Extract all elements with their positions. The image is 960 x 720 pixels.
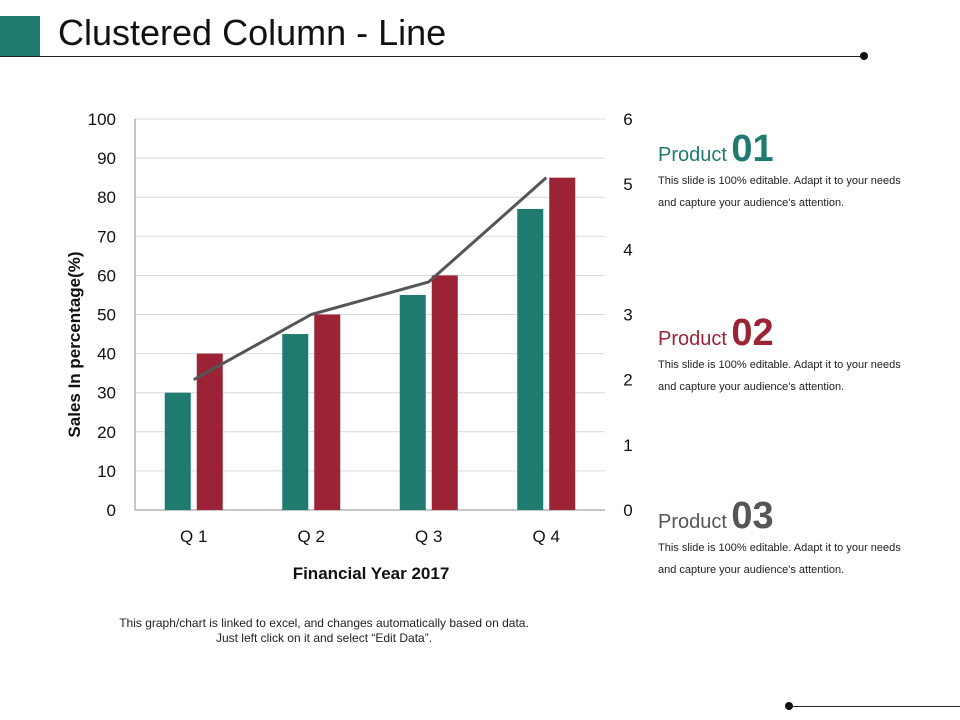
product-01-description: This slide is 100% editable. Adapt it to… xyxy=(658,175,901,209)
title-accent-square xyxy=(0,16,40,56)
bar-2 xyxy=(314,314,341,510)
y2-tick-label: 2 xyxy=(623,371,632,390)
x-tick-label: Q 1 xyxy=(180,527,207,546)
bar-2 xyxy=(196,353,223,510)
bar-1 xyxy=(164,392,191,510)
bar-1 xyxy=(282,334,309,510)
x-tick-label: Q 3 xyxy=(415,527,442,546)
chart-note: This graph/chart is linked to excel, and… xyxy=(60,616,588,646)
y-axis-title: Sales In percentage(%) xyxy=(65,251,84,437)
x-tick-label: Q 4 xyxy=(533,527,560,546)
product-03-block: Product 03 This slide is 100% editable. … xyxy=(658,495,918,581)
product-02-block: Product 02 This slide is 100% editable. … xyxy=(658,312,918,398)
product-01-name: Product xyxy=(658,144,727,166)
y2-tick-label: 5 xyxy=(623,175,632,194)
y-tick-label: 90 xyxy=(97,149,116,168)
chart-note-line-1: This graph/chart is linked to excel, and… xyxy=(119,616,529,630)
y-tick-label: 10 xyxy=(97,462,116,481)
y-tick-label: 30 xyxy=(97,384,116,403)
bar-2 xyxy=(549,177,576,510)
y-tick-label: 40 xyxy=(97,345,116,364)
y-tick-label: 70 xyxy=(97,227,116,246)
bar-1 xyxy=(399,294,426,510)
x-axis-title: Financial Year 2017 xyxy=(293,564,450,583)
chart-note-line-2: Just left click on it and select “Edit D… xyxy=(215,631,433,645)
line-series xyxy=(193,176,548,381)
page-title: Clustered Column - Line xyxy=(58,12,447,53)
bar-2 xyxy=(431,275,458,510)
y-tick-label: 60 xyxy=(97,266,116,285)
product-03-number: 03 xyxy=(731,495,774,537)
y2-tick-label: 1 xyxy=(623,436,632,455)
bar-1 xyxy=(517,208,544,510)
title-rule-dot xyxy=(860,52,868,60)
product-03-description: This slide is 100% editable. Adapt it to… xyxy=(658,542,901,576)
product-02-description: This slide is 100% editable. Adapt it to… xyxy=(658,359,901,393)
y2-tick-label: 4 xyxy=(623,240,632,259)
product-03-name: Product xyxy=(658,511,727,533)
y2-tick-label: 3 xyxy=(623,306,632,325)
footer-rule xyxy=(790,706,960,707)
y-tick-label: 0 xyxy=(107,501,116,520)
y2-tick-label: 6 xyxy=(623,110,632,129)
y-tick-label: 20 xyxy=(97,423,116,442)
y2-tick-label: 0 xyxy=(623,501,632,520)
product-02-number: 02 xyxy=(731,312,774,354)
product-01-number: 01 xyxy=(731,128,774,170)
product-01-block: Product 01 This slide is 100% editable. … xyxy=(658,128,918,214)
y-tick-label: 80 xyxy=(97,188,116,207)
y-tick-label: 50 xyxy=(97,306,116,325)
title-rule xyxy=(0,56,862,57)
x-tick-label: Q 2 xyxy=(298,527,325,546)
footer-rule-dot xyxy=(785,702,793,710)
product-02-name: Product xyxy=(658,328,727,350)
y-tick-label: 100 xyxy=(88,110,116,129)
